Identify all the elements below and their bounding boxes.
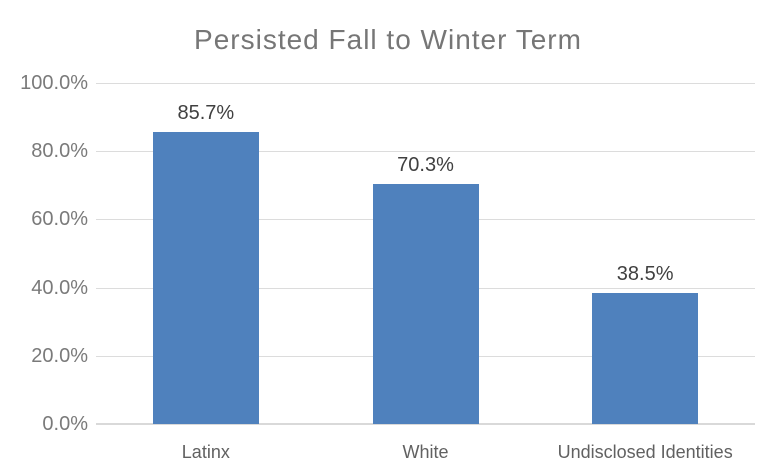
x-axis-category-label: White (402, 442, 449, 462)
y-axis-tick-label: 0.0% (42, 413, 88, 435)
bar-value-label: 85.7% (177, 101, 235, 124)
bar (592, 292, 699, 424)
bar (152, 131, 259, 424)
y-axis-tick-label: 100.0% (20, 72, 88, 94)
x-axis-category-label: Latinx (181, 442, 230, 462)
x-axis-category-label: Undisclosed Identities (557, 442, 733, 462)
gridline (96, 151, 755, 153)
y-axis-tick-label: 80.0% (31, 140, 88, 163)
y-axis-tick-label: 60.0% (31, 208, 88, 231)
y-axis-tick-label: 40.0% (31, 276, 88, 299)
x-axis-line (96, 423, 755, 425)
y-axis-tick-label: 20.0% (31, 344, 88, 367)
bar (372, 184, 479, 424)
chart-title: Persisted Fall to Winter Term (194, 24, 582, 55)
bar-value-label: 38.5% (616, 262, 674, 285)
gridline (96, 83, 755, 84)
bar-value-label: 70.3% (397, 154, 454, 177)
